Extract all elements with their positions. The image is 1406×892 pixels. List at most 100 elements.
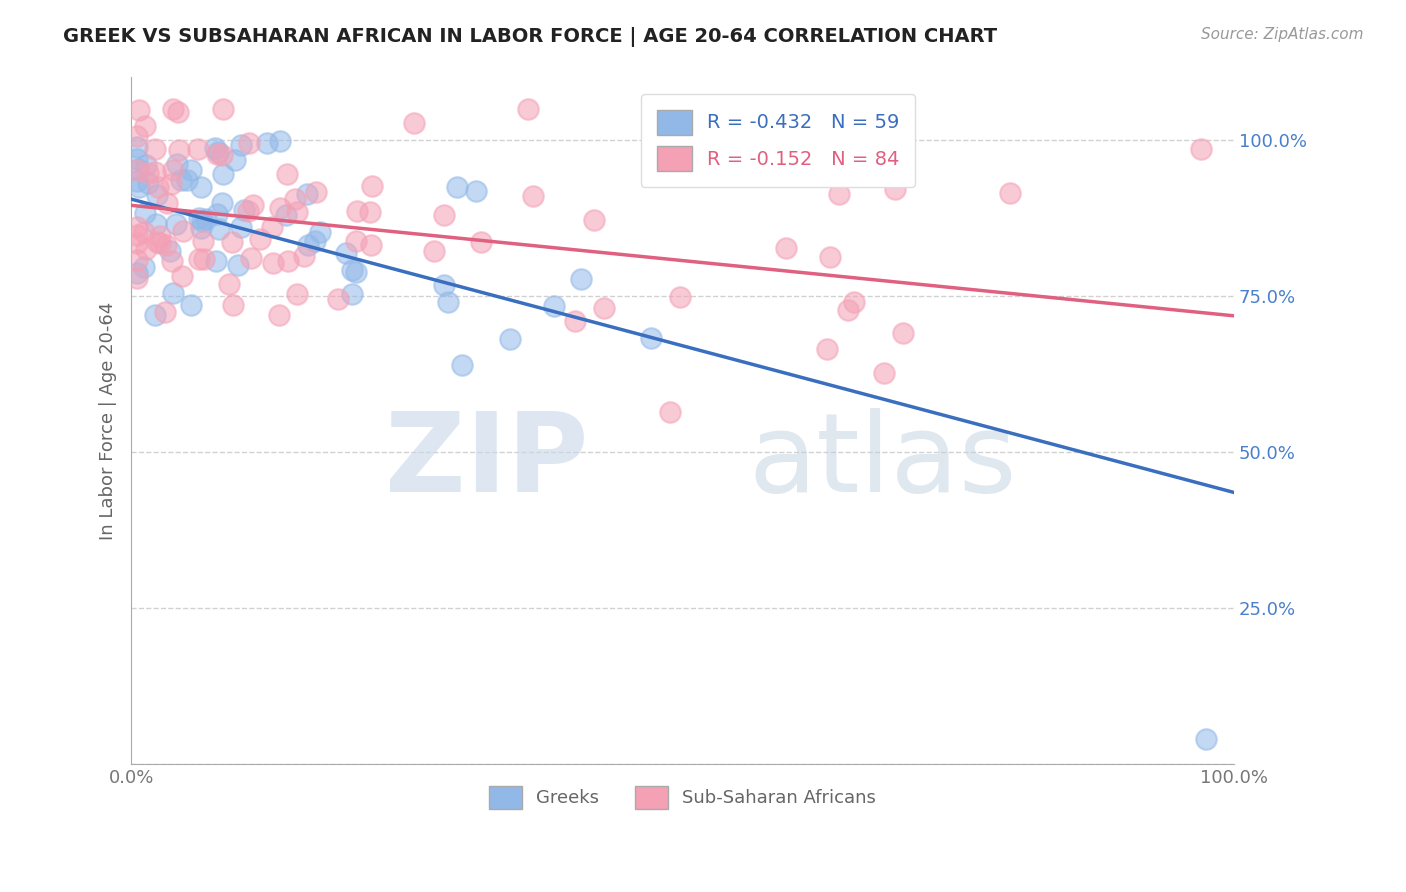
Point xyxy=(165,217,187,231)
Point xyxy=(136,176,159,190)
Point xyxy=(346,203,368,218)
Point xyxy=(156,196,179,211)
Point xyxy=(128,179,150,194)
Point xyxy=(188,252,211,266)
Point xyxy=(276,253,298,268)
Point xyxy=(360,238,382,252)
Text: atlas: atlas xyxy=(748,409,1017,516)
Point xyxy=(304,234,326,248)
Point xyxy=(669,290,692,304)
Point xyxy=(640,331,662,345)
Point xyxy=(125,266,148,280)
Point xyxy=(180,163,202,178)
Point xyxy=(143,165,166,179)
Point xyxy=(145,235,167,250)
Point xyxy=(125,271,148,285)
Point xyxy=(134,226,156,240)
Point xyxy=(446,180,468,194)
Point xyxy=(149,229,172,244)
Point xyxy=(162,162,184,177)
Point xyxy=(269,308,291,322)
Point xyxy=(127,161,149,176)
Point xyxy=(262,219,284,234)
Point xyxy=(125,140,148,154)
Point xyxy=(162,285,184,300)
Point xyxy=(269,134,291,148)
Point xyxy=(522,189,544,203)
Point xyxy=(891,326,914,341)
Point xyxy=(240,252,263,266)
Point xyxy=(218,277,240,292)
Point xyxy=(342,287,364,301)
Point xyxy=(207,145,229,160)
Point xyxy=(238,136,260,151)
Point xyxy=(166,157,188,171)
Text: Source: ZipAtlas.com: Source: ZipAtlas.com xyxy=(1201,27,1364,42)
Point xyxy=(516,102,538,116)
Point xyxy=(344,234,367,248)
Point xyxy=(1189,142,1212,156)
Point xyxy=(828,187,851,202)
Point xyxy=(132,260,155,274)
Point xyxy=(145,217,167,231)
Point xyxy=(818,250,841,264)
Point xyxy=(135,242,157,256)
Point xyxy=(134,119,156,133)
Point xyxy=(404,116,426,130)
Point xyxy=(658,405,681,419)
Point xyxy=(583,213,606,227)
Point xyxy=(451,358,474,372)
Point xyxy=(226,258,249,272)
Point xyxy=(256,136,278,151)
Point xyxy=(249,232,271,246)
Point xyxy=(153,304,176,318)
Point xyxy=(305,185,328,199)
Point xyxy=(169,173,191,187)
Point xyxy=(224,153,246,167)
Point xyxy=(125,162,148,177)
Point xyxy=(125,152,148,166)
Point xyxy=(262,256,284,270)
Point xyxy=(172,224,194,238)
Point xyxy=(1195,731,1218,746)
Point xyxy=(169,143,191,157)
Point xyxy=(211,167,233,181)
Point xyxy=(309,225,332,239)
Point xyxy=(242,197,264,211)
Point xyxy=(344,265,367,279)
Point xyxy=(873,366,896,380)
Point xyxy=(815,342,838,356)
Point xyxy=(191,234,214,248)
Point xyxy=(125,220,148,235)
Text: GREEK VS SUBSAHARAN AFRICAN IN LABOR FORCE | AGE 20-64 CORRELATION CHART: GREEK VS SUBSAHARAN AFRICAN IN LABOR FOR… xyxy=(63,27,997,46)
Point xyxy=(543,299,565,313)
Point xyxy=(470,235,492,250)
Point xyxy=(211,102,233,116)
Point xyxy=(160,253,183,268)
Point xyxy=(236,204,259,219)
Point xyxy=(292,249,315,263)
Point xyxy=(285,205,308,219)
Point xyxy=(775,241,797,255)
Point xyxy=(884,182,907,196)
Point xyxy=(340,263,363,277)
Point xyxy=(159,177,181,191)
Text: ZIP: ZIP xyxy=(385,409,589,516)
Point xyxy=(125,252,148,267)
Point xyxy=(204,141,226,155)
Point xyxy=(211,148,233,162)
Point xyxy=(211,195,233,210)
Point xyxy=(159,244,181,259)
Point xyxy=(125,173,148,187)
Point xyxy=(569,272,592,286)
Point xyxy=(170,268,193,283)
Point xyxy=(998,186,1021,201)
Point xyxy=(143,142,166,156)
Point xyxy=(564,314,586,328)
Point xyxy=(207,207,229,221)
Point xyxy=(592,301,614,315)
Point xyxy=(433,277,456,292)
Point xyxy=(295,187,318,202)
Point xyxy=(193,252,215,267)
Point xyxy=(146,188,169,202)
